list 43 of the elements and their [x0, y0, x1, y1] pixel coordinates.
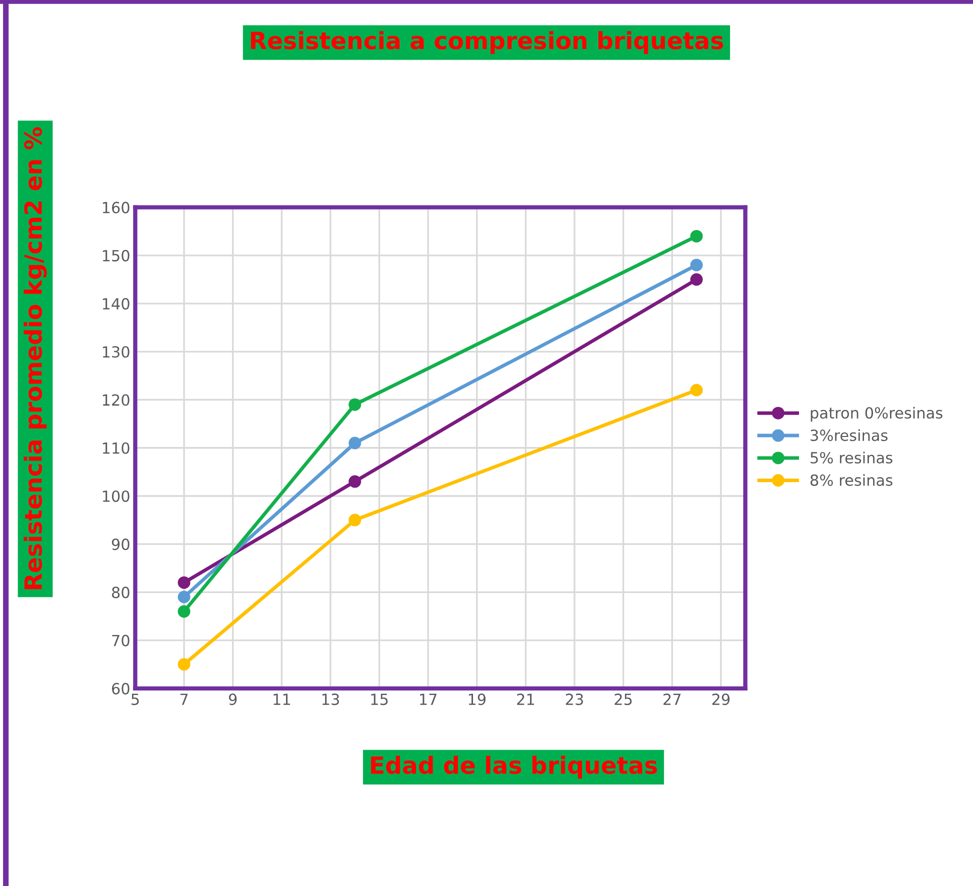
x-tick-label: 29 [712, 694, 730, 706]
y-tick-label: 150 [102, 250, 130, 262]
y-axis-title: Resistencia promedio kg/cm2 en % [24, 127, 47, 590]
chart-title: Resistencia a compresion briquetas [251, 31, 724, 54]
x-tick-label: 19 [468, 694, 486, 706]
x-tick-label: 5 [132, 694, 139, 706]
point [690, 273, 703, 286]
y-tick-label: 90 [112, 538, 130, 550]
y-tick-label: 140 [102, 298, 130, 310]
legend-label: 3%resinas [810, 429, 888, 442]
y-tick-label: 100 [102, 490, 130, 502]
x-tick-label: 15 [371, 694, 388, 706]
y-tick-label: 80 [112, 586, 130, 598]
x-tick-label: 17 [420, 694, 436, 705]
y-tick-label: 160 [102, 202, 130, 214]
point [178, 605, 190, 618]
x-tick-label: 25 [614, 694, 632, 706]
x-tick-label: 21 [517, 694, 534, 705]
point [178, 658, 190, 671]
x-tick-label: 7 [180, 694, 188, 705]
x-tick-label: 23 [566, 694, 583, 706]
legend-label: 5% resinas [810, 452, 892, 464]
point [690, 230, 703, 242]
point [348, 514, 362, 526]
point [348, 398, 362, 411]
point [178, 576, 190, 589]
y-tick-label: 110 [102, 442, 130, 454]
x-axis-title: Edad de las briquetas [371, 756, 657, 779]
x-tick-label: 27 [664, 694, 681, 705]
legend-label: 8% resinas [810, 474, 892, 486]
point [348, 475, 362, 488]
y-tick-label: 130 [102, 346, 130, 358]
point [348, 436, 362, 450]
point [690, 258, 703, 272]
point [178, 590, 190, 604]
x-tick-label: 11 [274, 694, 290, 705]
point [690, 384, 703, 396]
y-tick-label: 70 [112, 634, 130, 646]
x-tick-label: 13 [322, 694, 339, 706]
y-tick-label: 60 [112, 682, 130, 694]
y-tick-label: 120 [102, 394, 130, 406]
x-tick-label: 9 [228, 694, 237, 706]
legend-label: patron 0%resinas [810, 406, 942, 422]
